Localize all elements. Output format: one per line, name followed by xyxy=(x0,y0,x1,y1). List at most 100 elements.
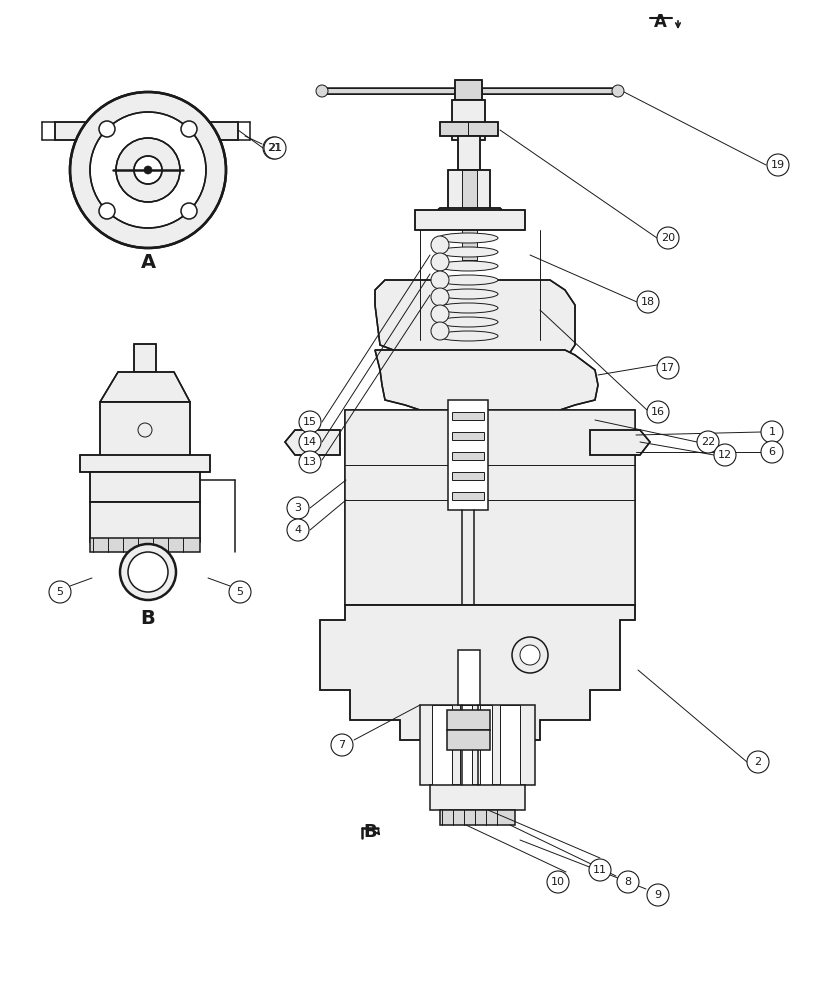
Ellipse shape xyxy=(438,289,498,299)
Bar xyxy=(90,538,200,552)
Text: 12: 12 xyxy=(718,450,732,460)
Circle shape xyxy=(612,85,624,97)
Circle shape xyxy=(316,85,328,97)
Circle shape xyxy=(181,121,197,137)
Bar xyxy=(480,705,492,785)
Text: B: B xyxy=(363,823,377,841)
Circle shape xyxy=(229,581,251,603)
Text: 18: 18 xyxy=(641,297,655,307)
Bar xyxy=(140,372,150,402)
Circle shape xyxy=(299,451,321,473)
Circle shape xyxy=(637,291,659,313)
Bar xyxy=(134,344,156,372)
Polygon shape xyxy=(320,605,635,740)
Bar xyxy=(432,705,452,785)
Circle shape xyxy=(299,431,321,453)
Text: 6: 6 xyxy=(769,447,775,457)
Circle shape xyxy=(134,156,162,184)
Polygon shape xyxy=(428,208,510,218)
Text: 19: 19 xyxy=(771,160,785,170)
Text: 22: 22 xyxy=(701,437,715,447)
Polygon shape xyxy=(375,350,598,420)
Circle shape xyxy=(697,431,719,453)
Bar xyxy=(447,730,490,750)
Text: 16: 16 xyxy=(651,407,665,417)
Text: 15: 15 xyxy=(303,417,317,427)
Circle shape xyxy=(747,751,769,773)
Text: 4: 4 xyxy=(295,525,302,535)
Circle shape xyxy=(761,441,783,463)
Bar xyxy=(134,344,156,372)
Polygon shape xyxy=(90,472,200,502)
Circle shape xyxy=(547,871,569,893)
Text: 1: 1 xyxy=(769,427,775,437)
Ellipse shape xyxy=(438,233,498,243)
Circle shape xyxy=(589,859,611,881)
Text: 10: 10 xyxy=(551,877,565,887)
Text: 17: 17 xyxy=(661,363,675,373)
Circle shape xyxy=(657,357,679,379)
Text: 11: 11 xyxy=(593,865,607,875)
Polygon shape xyxy=(100,402,190,462)
Circle shape xyxy=(299,411,321,433)
Circle shape xyxy=(99,121,115,137)
Circle shape xyxy=(49,581,71,603)
Ellipse shape xyxy=(438,261,498,271)
Text: 3: 3 xyxy=(295,503,301,513)
Bar xyxy=(452,492,484,500)
Bar xyxy=(448,400,488,510)
Bar xyxy=(345,410,635,605)
Circle shape xyxy=(128,552,168,592)
Circle shape xyxy=(116,138,180,202)
Circle shape xyxy=(181,203,197,219)
Bar xyxy=(458,650,480,705)
Ellipse shape xyxy=(438,247,498,257)
Circle shape xyxy=(431,322,449,340)
Polygon shape xyxy=(482,88,620,94)
Circle shape xyxy=(120,544,176,600)
Circle shape xyxy=(264,137,286,159)
Polygon shape xyxy=(345,410,635,605)
Text: 8: 8 xyxy=(624,877,632,887)
Text: 21: 21 xyxy=(267,143,281,153)
Circle shape xyxy=(512,637,548,673)
Polygon shape xyxy=(285,430,340,455)
Bar xyxy=(440,810,515,825)
Circle shape xyxy=(520,645,540,665)
Polygon shape xyxy=(375,280,575,360)
Circle shape xyxy=(657,227,679,249)
Polygon shape xyxy=(590,430,650,455)
Circle shape xyxy=(144,166,152,174)
Bar xyxy=(447,710,490,730)
Ellipse shape xyxy=(438,317,498,327)
Circle shape xyxy=(263,137,285,159)
Polygon shape xyxy=(55,122,238,140)
Polygon shape xyxy=(100,372,190,402)
Circle shape xyxy=(431,236,449,254)
Circle shape xyxy=(70,92,226,248)
Polygon shape xyxy=(80,455,210,472)
Polygon shape xyxy=(320,88,455,94)
Text: 20: 20 xyxy=(661,233,675,243)
Circle shape xyxy=(714,444,736,466)
Ellipse shape xyxy=(438,331,498,341)
Circle shape xyxy=(331,734,353,756)
Circle shape xyxy=(287,497,309,519)
Ellipse shape xyxy=(438,275,498,285)
Text: A: A xyxy=(654,13,667,31)
Text: B: B xyxy=(140,608,155,628)
Text: 2: 2 xyxy=(755,757,761,767)
Circle shape xyxy=(767,154,789,176)
Polygon shape xyxy=(452,100,485,140)
Circle shape xyxy=(647,401,669,423)
Bar xyxy=(452,412,484,420)
Polygon shape xyxy=(458,136,480,170)
Text: 7: 7 xyxy=(339,740,345,750)
Circle shape xyxy=(431,253,449,271)
Polygon shape xyxy=(462,170,477,260)
Text: 5: 5 xyxy=(237,587,243,597)
Bar xyxy=(500,705,520,785)
Polygon shape xyxy=(455,80,482,100)
Text: A: A xyxy=(140,253,156,272)
Polygon shape xyxy=(440,122,498,136)
